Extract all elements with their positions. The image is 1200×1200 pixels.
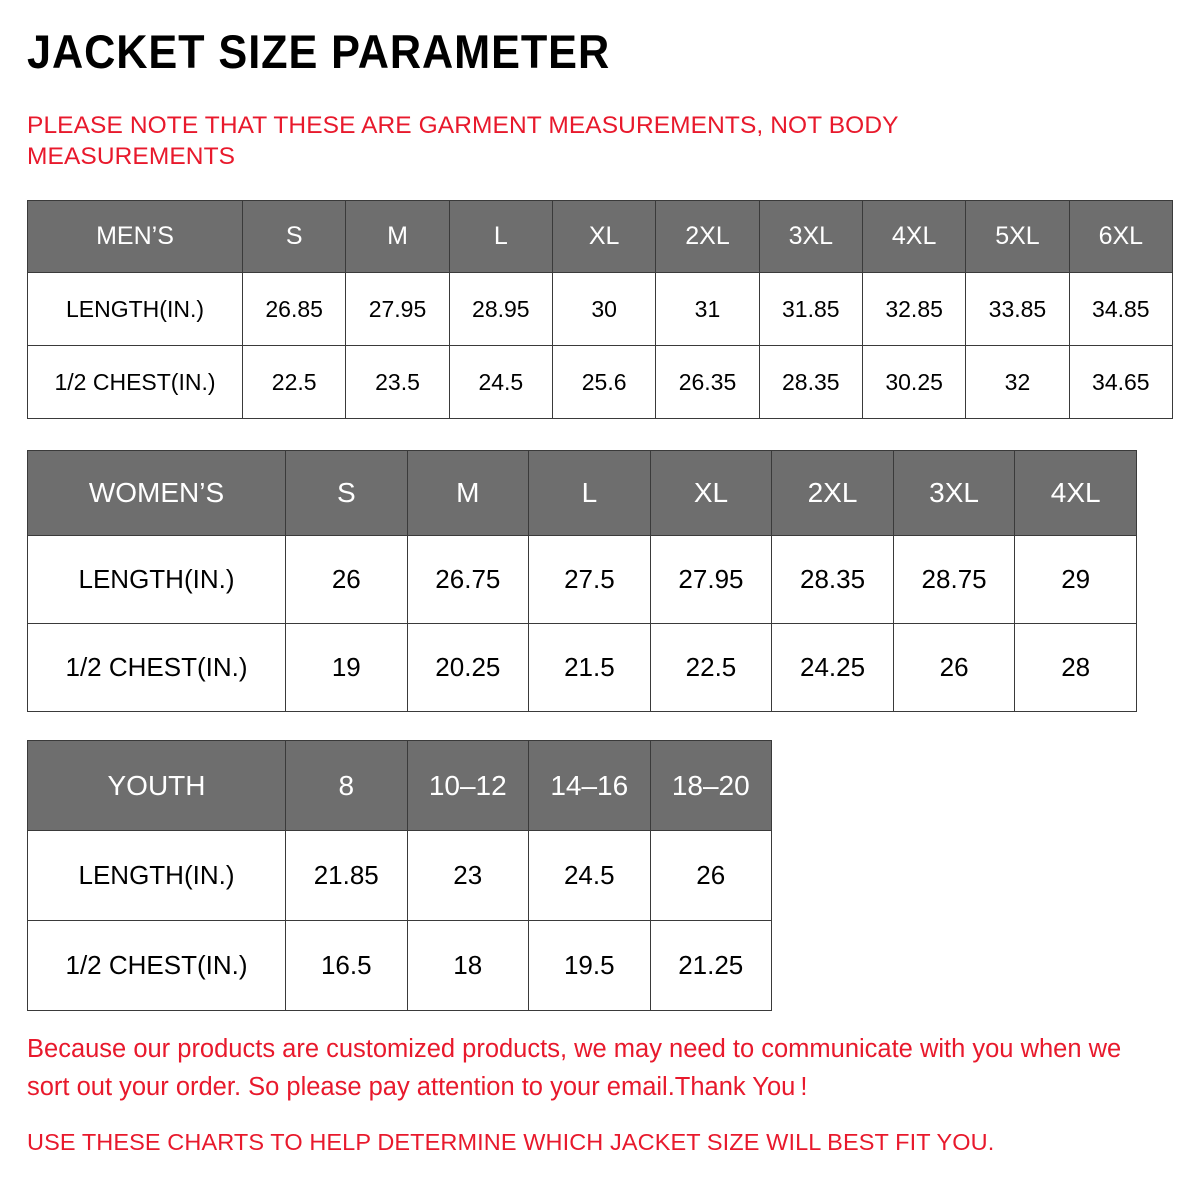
row-label: 1/2 CHEST(IN.) (27, 345, 243, 419)
measurement-cell: 27.5 (528, 535, 651, 624)
table-row: 1/2 CHEST(IN.) 22.5 23.5 24.5 25.6 26.35 28.35… (27, 345, 1174, 419)
womens-table-body: LENGTH(IN.) 26 26.75 27.5 27.95 28.35 28.75 29 1… (27, 535, 1137, 712)
table-row: LENGTH(IN.) 26 26.75 27.5 27.95 28.35 28.75 29 (27, 535, 1137, 624)
youth-table-head: YOUTH 8 10–12 14–16 18–20 (27, 740, 772, 831)
measurement-cell: 19.5 (528, 920, 651, 1011)
measurement-cell: 28 (1014, 623, 1137, 712)
column-header-size: 6XL (1068, 200, 1174, 273)
row-label: 1/2 CHEST(IN.) (27, 623, 286, 712)
measurement-cell: 16.5 (285, 920, 408, 1011)
table-header-row: WOMEN’S S M L XL 2XL 3XL 4XL (27, 450, 1137, 536)
use-charts-note: USE THESE CHARTS TO HELP DETERMINE WHICH… (27, 1129, 995, 1155)
measurement-cell: 25.6 (551, 345, 657, 419)
column-header-size: 4XL (861, 200, 967, 273)
measurement-cell: 34.85 (1068, 272, 1174, 346)
table-header-row: MEN’S S M L XL 2XL 3XL 4XL 5XL 6XL (27, 200, 1174, 273)
measurement-cell: 23.5 (345, 345, 450, 419)
measurement-cell: 32 (965, 345, 1070, 419)
measurement-cell: 28.35 (758, 345, 863, 419)
measurement-cell: 19 (285, 623, 408, 712)
measurement-cell: 24.5 (528, 830, 651, 921)
youth-table-body: LENGTH(IN.) 21.85 23 24.5 26 1/2 CHEST(IN.) 16… (27, 830, 772, 1011)
row-label: LENGTH(IN.) (27, 272, 243, 346)
measurement-cell: 21.85 (285, 830, 408, 921)
column-header-size: 3XL (758, 200, 863, 273)
table-row: LENGTH(IN.) 26.85 27.95 28.95 30 31 31.85 32.85… (27, 272, 1174, 346)
table-header-row: YOUTH 8 10–12 14–16 18–20 (27, 740, 772, 831)
women-table-title-cell: WOMEN’S (27, 450, 286, 536)
measurement-cell: 28.95 (448, 272, 553, 346)
measurement-cell: 30 (551, 272, 657, 346)
measurement-cell: 26.85 (241, 272, 347, 346)
column-header-size: 2XL (771, 450, 894, 536)
table-row: 1/2 CHEST(IN.) 16.5 18 19.5 21.25 (27, 920, 772, 1011)
measurement-cell: 27.95 (345, 272, 450, 346)
measurement-cell: 23 (406, 830, 529, 921)
measurement-cell: 26.75 (406, 535, 530, 624)
measurement-cell: 29 (1014, 535, 1137, 624)
measurement-cell: 24.25 (771, 623, 894, 712)
womens-table-head: WOMEN’S S M L XL 2XL 3XL 4XL (27, 450, 1137, 536)
measurement-cell: 30.25 (861, 345, 967, 419)
row-label: LENGTH(IN.) (27, 535, 286, 624)
measurement-cell: 26 (285, 535, 408, 624)
measurement-cell: 31 (655, 272, 760, 346)
youth-size-table: YOUTH 8 10–12 14–16 18–20 LENGTH(IN.) 21.85 23… (27, 740, 772, 1011)
mens-table-head: MEN’S S M L XL 2XL 3XL 4XL 5XL 6XL (27, 200, 1174, 273)
mens-size-table: MEN’S S M L XL 2XL 3XL 4XL 5XL 6XL LENGTH(IN.) 26.… (27, 200, 1174, 419)
column-header-size: S (285, 450, 408, 536)
table-row: LENGTH(IN.) 21.85 23 24.5 26 (27, 830, 772, 921)
measurement-cell: 21.5 (528, 623, 651, 712)
measurement-cell: 22.5 (649, 623, 773, 712)
column-header-size: S (241, 200, 347, 273)
measurement-cell: 27.95 (649, 535, 773, 624)
page-title: JACKET SIZE PARAMETER (27, 25, 611, 78)
row-label: 1/2 CHEST(IN.) (27, 920, 286, 1011)
column-header-size: 4XL (1014, 450, 1137, 536)
column-header-size: M (406, 450, 530, 536)
measurement-cell: 26.35 (655, 345, 760, 419)
row-label: LENGTH(IN.) (27, 830, 286, 921)
measurement-cell: 18 (406, 920, 529, 1011)
measurement-cell: 20.25 (406, 623, 530, 712)
table-row: 1/2 CHEST(IN.) 19 20.25 21.5 22.5 24.25 26 28 (27, 623, 1137, 712)
column-header-size: XL (649, 450, 773, 536)
column-header-size: 10–12 (406, 740, 529, 831)
measurement-cell: 32.85 (861, 272, 967, 346)
garment-measurement-note: PLEASE NOTE THAT THESE ARE GARMENT MEASU… (27, 112, 899, 170)
mens-table-body: LENGTH(IN.) 26.85 27.95 28.95 30 31 31.85 32.85… (27, 272, 1174, 419)
measurement-cell: 26 (892, 623, 1016, 712)
measurement-cell: 26 (649, 830, 772, 921)
column-header-size: 3XL (892, 450, 1016, 536)
customized-products-note: Because our products are customized prod… (27, 1035, 1122, 1101)
measurement-cell: 28.75 (892, 535, 1016, 624)
youth-table-title-cell: YOUTH (27, 740, 286, 831)
column-header-size: 18–20 (649, 740, 772, 831)
measurement-cell: 24.5 (448, 345, 553, 419)
measurement-cell: 28.35 (771, 535, 894, 624)
column-header-size: L (448, 200, 553, 273)
men-table-title-cell: MEN’S (27, 200, 243, 273)
womens-size-table: WOMEN’S S M L XL 2XL 3XL 4XL LENGTH(IN.) 26 26.75… (27, 450, 1137, 712)
measurement-cell: 33.85 (965, 272, 1070, 346)
column-header-size: 2XL (655, 200, 760, 273)
column-header-size: M (345, 200, 450, 273)
column-header-size: 14–16 (528, 740, 651, 831)
column-header-size: XL (551, 200, 657, 273)
column-header-size: 5XL (965, 200, 1070, 273)
measurement-cell: 22.5 (241, 345, 347, 419)
column-header-size: 8 (285, 740, 408, 831)
measurement-cell: 34.65 (1068, 345, 1174, 419)
measurement-cell: 31.85 (758, 272, 863, 346)
column-header-size: L (528, 450, 651, 536)
measurement-cell: 21.25 (649, 920, 772, 1011)
